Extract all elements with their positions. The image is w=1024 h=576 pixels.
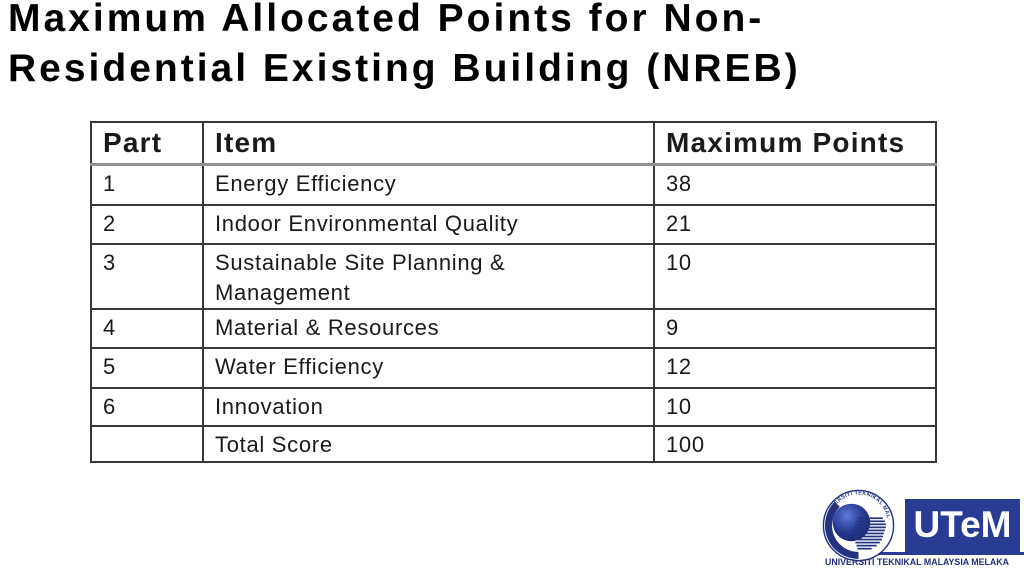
cell-item: Total Score xyxy=(202,425,655,463)
cell-points: 38 xyxy=(653,163,937,206)
cell-part xyxy=(90,425,204,463)
cell-points: 10 xyxy=(653,387,937,427)
cell-item: Water Efficiency xyxy=(202,347,655,389)
cell-points: 9 xyxy=(653,308,937,349)
cell-item: Material & Resources xyxy=(202,308,655,349)
allocated-points-table: Part Item Maximum Points 1 Energy Effici… xyxy=(90,121,937,463)
table-row: 6 Innovation 10 xyxy=(90,387,937,427)
cell-part: 4 xyxy=(90,308,204,349)
utem-acronym: UTeM xyxy=(913,504,1012,545)
page-title-line-1: Maximum Allocated Points for Non- xyxy=(8,0,765,40)
cell-points: 10 xyxy=(653,243,937,310)
cell-part: 3 xyxy=(90,243,204,310)
page-title: Maximum Allocated Points for Non- Residen… xyxy=(8,0,801,94)
page-title-line-2: Residential Existing Building (NREB) xyxy=(8,47,801,90)
cell-points: 21 xyxy=(653,204,937,245)
header-maximum-points: Maximum Points xyxy=(653,121,937,166)
cell-points: 12 xyxy=(653,347,937,389)
table-row: 4 Material & Resources 9 xyxy=(90,308,937,349)
table-row: 3 Sustainable Site Planning & Management… xyxy=(90,243,937,310)
cell-part: 1 xyxy=(90,163,204,206)
utem-seal-icon: UNIVERSITI TEKNIKAL MALAYSIA MELAKA xyxy=(822,489,895,562)
cell-item: Indoor Environmental Quality xyxy=(202,204,655,245)
table-row: 1 Energy Efficiency 38 xyxy=(90,163,937,206)
header-part: Part xyxy=(90,121,204,166)
table-header-row: Part Item Maximum Points xyxy=(90,121,937,166)
table-row: 5 Water Efficiency 12 xyxy=(90,347,937,389)
table-row-total: Total Score 100 xyxy=(90,425,937,463)
logo-divider xyxy=(838,552,1024,555)
cell-item: Innovation xyxy=(202,387,655,427)
utem-wordmark-box: UTeM xyxy=(905,499,1020,553)
cell-part: 5 xyxy=(90,347,204,389)
cell-points: 100 xyxy=(653,425,937,463)
seal-lines xyxy=(853,517,886,550)
cell-item: Energy Efficiency xyxy=(202,163,655,206)
cell-item: Sustainable Site Planning & Management xyxy=(202,243,655,310)
cell-part: 2 xyxy=(90,204,204,245)
cell-part: 6 xyxy=(90,387,204,427)
header-item: Item xyxy=(202,121,655,166)
table-row: 2 Indoor Environmental Quality 21 xyxy=(90,204,937,245)
university-name: UNIVERSITI TEKNIKAL MALAYSIA MELAKA xyxy=(824,557,1010,568)
utem-logo: UNIVERSITI TEKNIKAL MALAYSIA MELAKA UTeM… xyxy=(810,486,1024,574)
